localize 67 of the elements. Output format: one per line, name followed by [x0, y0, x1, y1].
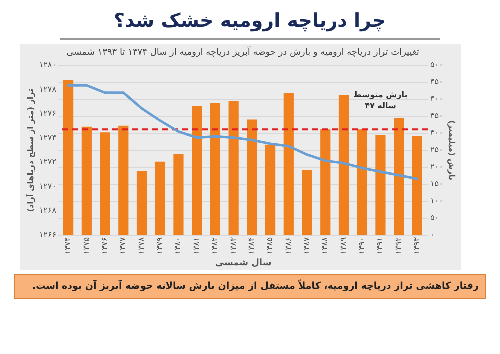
- x-tick-label: ۱۳۸۳: [228, 236, 238, 255]
- y-tick-label: ۱۲۸۰: [39, 60, 56, 70]
- x-tick-label: ۱۳۷۸: [137, 236, 146, 255]
- bar: [284, 94, 294, 235]
- y2-tick-label: ۰: [430, 230, 435, 240]
- x-tick-label: ۱۳۸۴: [247, 238, 256, 255]
- bar: [338, 95, 350, 235]
- line-series: [67, 84, 419, 180]
- x-axis-title: سال شمسی: [215, 258, 272, 269]
- bar: [320, 130, 331, 235]
- x-tick-label: ۱۳۷۴: [64, 238, 73, 255]
- y-tick-label: ۱۲۷۴: [39, 133, 56, 142]
- bar: [155, 162, 166, 235]
- y-tick-label: ۱۲۷۰: [39, 182, 56, 191]
- x-tick-label: ۱۳۷۹: [155, 238, 164, 255]
- y2-tick-label: ۳۰۰: [430, 128, 444, 138]
- y2-tick-label: ۴۰۰: [430, 94, 444, 104]
- bar: [64, 80, 74, 235]
- y-tick-label: ۱۲۶۶: [39, 230, 56, 240]
- bar: [174, 154, 184, 235]
- x-tick-label: ۱۳۸۷: [302, 236, 312, 255]
- y-tick-label: ۱۲۷۲: [39, 158, 56, 167]
- bar: [228, 101, 239, 235]
- x-tick-label: ۱۳۸۵: [266, 238, 275, 255]
- bar: [357, 130, 368, 235]
- bar: [100, 132, 110, 235]
- text: رفتار کاهشی تراز دریاچه ارومیه، کاملاً مستقل از میزان بارش سالانه حوضه آبریز آن بوده است.: [14, 274, 486, 299]
- x-tick-label: ۱۳۹۰: [357, 238, 366, 255]
- bar: [412, 136, 422, 235]
- bar: [118, 126, 129, 235]
- x-tick-label: ۱۳۸۲: [210, 238, 220, 255]
- bar: [210, 103, 221, 235]
- x-tick-label: ۱۳۷۷: [118, 236, 128, 255]
- y-tick-label: ۱۲۷۶: [39, 109, 56, 118]
- x-tick-label: ۱۳۸۰: [174, 238, 183, 255]
- y2-axis-title: بارش (میلیمتر): [447, 120, 456, 181]
- y2-tick-label: ۱۵۰: [430, 180, 444, 188]
- chart-title: چرا دریاچه ارومیه خشک شد؟: [60, 4, 440, 40]
- y-tick-label: ۱۲۶۸: [39, 206, 58, 216]
- x-tick-label: ۱۳۸۱: [192, 238, 202, 255]
- x-tick-label: ۱۳۹۱: [376, 238, 385, 255]
- x-tick-label: ۱۳۹۲: [394, 238, 404, 255]
- y-axis-title: تراز (متر از سطح دریاهای آزاد): [25, 88, 36, 212]
- x-tick-label: ۱۳۷۶: [100, 238, 110, 255]
- bar: [265, 144, 276, 235]
- bar: [302, 170, 312, 235]
- x-tick-label: ۱۳۸۶: [284, 238, 293, 255]
- bar: [192, 106, 202, 235]
- y2-tick-label: ۲۵۰: [430, 146, 444, 154]
- y-tick-label: ۱۲۷۸: [39, 84, 58, 94]
- bar: [247, 120, 258, 235]
- x-tick-label: ۱۳۸۸: [320, 236, 330, 255]
- y2-tick-label: ۵۰: [430, 214, 440, 222]
- bar: [376, 135, 386, 235]
- bar: [394, 118, 404, 235]
- chart-subtitle: تغییرات تراز دریاچه ارومیه و بارش در حوضه آبریز دریاچه ارومیه از سال ۱۳۷۴ تا ۱۳۹۳ شمسی: [66, 46, 420, 58]
- bar: [136, 171, 148, 235]
- y2-tick-label: ۴۵۰: [430, 78, 444, 86]
- y2-tick-label: ۵۰۰: [430, 60, 444, 70]
- y2-tick-label: ۳۵۰: [430, 112, 444, 120]
- y2-tick-label: ۲۰۰: [430, 162, 444, 172]
- y2-tick-label: ۱۰۰: [430, 196, 444, 206]
- x-tick-label: ۱۳۹۳: [412, 236, 422, 255]
- x-tick-label: ۱۳۷۵: [82, 238, 91, 255]
- ref-line-label: بارش متوسط ۴۷ ساله: [354, 90, 408, 111]
- bar: [82, 126, 92, 235]
- x-tick-label: ۱۳۸۹: [338, 238, 348, 255]
